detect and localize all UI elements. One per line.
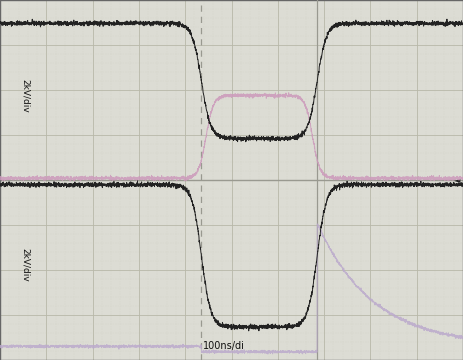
Text: 2kV/div: 2kV/div bbox=[21, 78, 30, 112]
Text: ◄: ◄ bbox=[454, 175, 461, 184]
Text: 2kV/div: 2kV/div bbox=[21, 248, 30, 282]
Text: 100ns/di: 100ns/di bbox=[203, 341, 244, 351]
